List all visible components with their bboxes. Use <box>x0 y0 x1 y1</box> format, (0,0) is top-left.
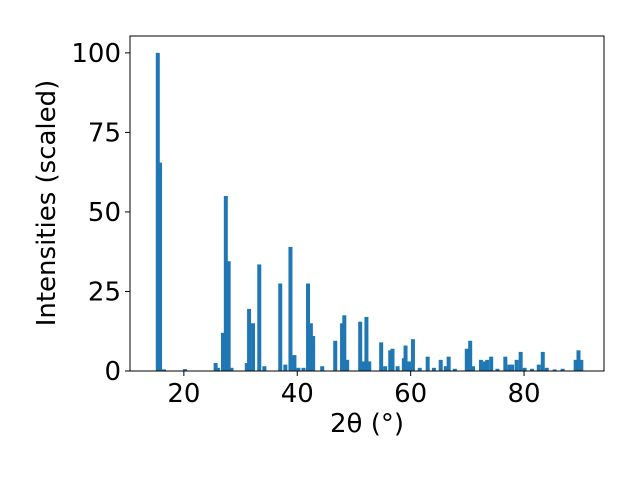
bar <box>464 348 469 371</box>
bar <box>342 315 347 371</box>
bar <box>507 364 512 371</box>
bar <box>278 283 283 371</box>
bar <box>388 350 393 371</box>
y-tick-label: 100 <box>71 39 121 69</box>
bar <box>536 364 541 371</box>
bar <box>522 367 527 371</box>
bar <box>320 366 325 371</box>
bar <box>446 356 451 371</box>
x-tick-label: 40 <box>281 379 314 409</box>
y-tick-label: 25 <box>88 277 121 307</box>
bar <box>406 361 411 371</box>
bar <box>482 361 487 371</box>
bar <box>223 196 228 371</box>
bar <box>215 367 220 371</box>
bar <box>308 323 313 371</box>
bar <box>540 351 545 371</box>
y-axis-label: Intensities (scaled) <box>32 80 62 327</box>
bar <box>340 323 345 371</box>
bar <box>247 308 252 371</box>
bar <box>358 321 363 371</box>
bar <box>468 340 473 371</box>
bar <box>417 367 422 371</box>
bar <box>383 366 388 371</box>
bar <box>489 356 494 371</box>
bar <box>518 351 523 371</box>
bar <box>576 350 581 371</box>
bar <box>158 162 163 371</box>
bar <box>552 369 557 371</box>
x-axis-label: 2θ (°) <box>330 409 404 439</box>
bar <box>495 368 500 371</box>
bar <box>443 366 448 371</box>
bar <box>431 367 436 371</box>
bar <box>311 336 316 371</box>
bar <box>403 345 408 371</box>
y-tick-label: 50 <box>88 198 121 228</box>
bar <box>390 348 395 371</box>
bar <box>478 359 483 371</box>
bar <box>560 368 565 371</box>
bar <box>162 369 167 371</box>
bar <box>262 366 267 371</box>
bar <box>367 361 372 371</box>
bar <box>485 359 490 371</box>
y-tick-label: 0 <box>104 357 121 387</box>
bar <box>452 368 457 371</box>
bar <box>544 367 549 371</box>
bar <box>503 356 508 371</box>
bar <box>306 283 311 371</box>
x-tick-label: 60 <box>394 379 427 409</box>
bar <box>410 339 415 371</box>
bar <box>301 367 306 371</box>
bar <box>573 359 578 371</box>
bar <box>395 366 400 371</box>
bar <box>292 355 297 371</box>
bar <box>510 364 515 371</box>
plot-frame <box>129 35 605 372</box>
bar <box>155 52 160 371</box>
bar <box>283 364 288 371</box>
bar <box>288 246 293 371</box>
bar <box>364 316 369 371</box>
bar <box>514 359 519 371</box>
x-tick-label: 80 <box>508 379 541 409</box>
bar <box>579 359 584 371</box>
bar <box>425 356 430 371</box>
bar <box>471 366 476 371</box>
bar <box>182 369 187 371</box>
bar <box>333 340 338 371</box>
bar <box>438 359 443 371</box>
bar <box>229 367 234 371</box>
bar <box>257 264 262 371</box>
bar <box>244 363 249 371</box>
x-tick-label: 20 <box>167 379 200 409</box>
y-tick-label: 75 <box>88 118 121 148</box>
bar <box>226 261 231 371</box>
bar <box>345 359 350 371</box>
bar <box>529 368 534 371</box>
bar <box>251 323 256 371</box>
bar <box>361 361 366 371</box>
bar <box>220 332 225 371</box>
bar <box>296 367 301 371</box>
bar <box>379 342 384 371</box>
bar <box>213 363 218 371</box>
